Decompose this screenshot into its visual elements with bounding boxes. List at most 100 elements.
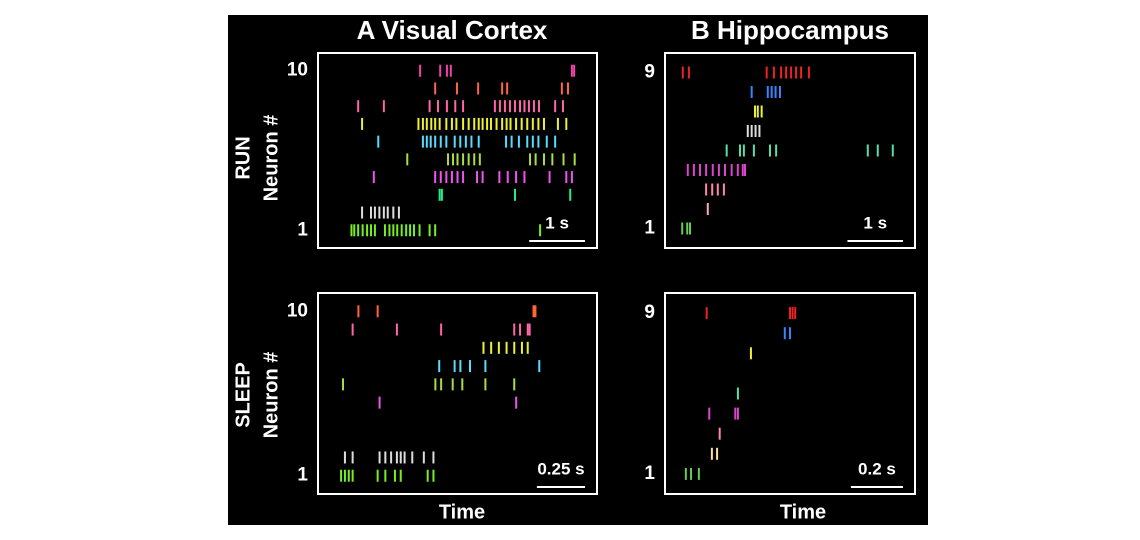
spike: [891, 144, 894, 157]
spike: [705, 307, 708, 320]
spike: [526, 341, 529, 354]
spike: [791, 307, 794, 320]
spike: [505, 117, 508, 130]
spike: [370, 206, 373, 219]
spike: [425, 135, 428, 148]
spike: [537, 117, 540, 130]
spike: [386, 206, 389, 219]
spike: [766, 86, 769, 98]
spike: [527, 100, 530, 113]
spike: [343, 451, 346, 464]
spike: [689, 222, 691, 235]
spike: [532, 305, 535, 318]
spike: [440, 188, 443, 201]
spike: [467, 153, 470, 166]
spike: [481, 117, 484, 130]
spike: [716, 447, 719, 460]
spike: [399, 451, 402, 464]
spike: [372, 171, 375, 184]
spike: [438, 360, 441, 373]
spike: [477, 82, 480, 95]
spike: [361, 224, 364, 237]
spike: [440, 323, 443, 336]
spike: [538, 360, 541, 373]
spike: [513, 188, 516, 201]
spike: [705, 164, 708, 176]
spike: [708, 407, 711, 420]
spike: [681, 222, 684, 235]
spike: [403, 451, 406, 464]
spike: [462, 100, 465, 113]
spike: [722, 183, 725, 196]
spike: [384, 451, 387, 464]
spike: [800, 66, 803, 79]
spike: [454, 100, 457, 113]
row-title: SLEEP: [232, 362, 254, 428]
spike: [428, 100, 431, 113]
spike: [373, 224, 376, 237]
spike: [866, 144, 869, 157]
spike: [506, 82, 509, 95]
spike: [769, 144, 771, 157]
spike: [498, 171, 501, 184]
spike: [445, 100, 448, 113]
spike: [699, 164, 701, 176]
spike: [681, 66, 684, 79]
spike: [383, 224, 386, 237]
spike: [570, 171, 573, 184]
spike: [503, 100, 506, 113]
spike: [382, 206, 385, 219]
spike: [445, 64, 448, 77]
spike: [476, 171, 479, 184]
spike: [684, 467, 687, 480]
spike: [392, 224, 395, 237]
spike: [739, 144, 741, 157]
spike: [519, 323, 522, 336]
spike: [716, 183, 719, 196]
spike: [789, 327, 791, 340]
panel-frame: [664, 52, 916, 249]
spike: [439, 171, 442, 184]
spike: [789, 307, 791, 320]
spike: [710, 447, 713, 460]
spike: [462, 117, 465, 130]
spike: [532, 100, 535, 113]
spike: [484, 378, 487, 391]
spike: [486, 117, 489, 130]
spike: [510, 135, 513, 148]
y-tick-label: 1: [644, 218, 655, 239]
spike: [501, 82, 504, 95]
spike: [758, 125, 761, 137]
spike: [537, 100, 540, 113]
spike: [397, 206, 400, 219]
spike: [428, 224, 431, 237]
spike: [411, 451, 414, 464]
spike: [746, 125, 749, 137]
spike: [794, 307, 797, 320]
panel-frame: [664, 292, 916, 495]
spike: [378, 206, 381, 219]
spike: [418, 224, 421, 237]
spike: [520, 341, 523, 354]
spike: [434, 117, 437, 130]
spike: [513, 341, 516, 354]
spike: [742, 144, 745, 157]
spike: [560, 82, 563, 95]
y-tick-label: 1: [297, 219, 308, 240]
spike: [395, 323, 398, 336]
spike: [370, 224, 373, 237]
spike: [434, 135, 437, 148]
spike: [718, 427, 721, 440]
spike: [573, 64, 576, 77]
spike: [736, 164, 739, 176]
spike: [417, 117, 420, 130]
spike: [795, 66, 798, 79]
spike: [393, 469, 396, 482]
spike: [520, 117, 523, 130]
spike: [783, 327, 786, 340]
spike: [453, 135, 456, 148]
spike: [461, 378, 464, 391]
spike: [513, 378, 516, 391]
spike: [434, 171, 437, 184]
